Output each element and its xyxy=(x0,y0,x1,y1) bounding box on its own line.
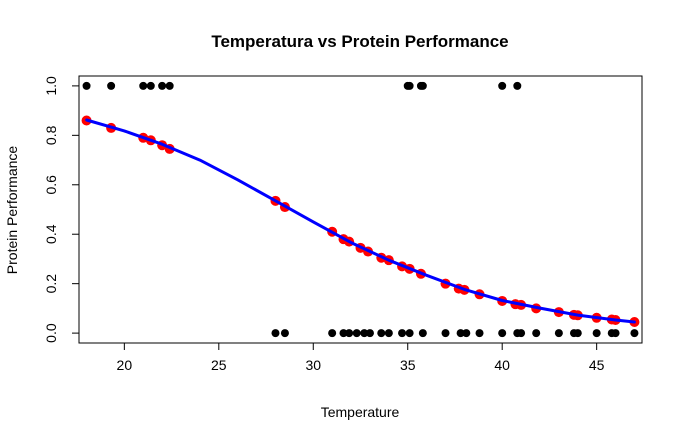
y-axis-label: Protein Performance xyxy=(4,146,20,275)
x-tick-label: 30 xyxy=(305,357,321,373)
observed-point xyxy=(352,329,361,338)
observed-point xyxy=(345,329,354,338)
observed-point xyxy=(418,329,427,338)
observed-point xyxy=(513,81,522,90)
chart-title: Temperatura vs Protein Performance xyxy=(211,32,508,51)
observed-point xyxy=(611,329,620,338)
x-axis: 20 25 30 35 40 45 xyxy=(117,342,605,373)
observed-point xyxy=(165,81,174,90)
observed-point xyxy=(517,329,526,338)
observed-point xyxy=(462,329,471,338)
fit-curve-group xyxy=(85,118,636,324)
observed-point xyxy=(573,329,582,338)
observed-point xyxy=(592,329,601,338)
x-tick-label: 20 xyxy=(117,357,133,373)
observed-point xyxy=(441,329,450,338)
observed-point xyxy=(398,329,407,338)
observed-point xyxy=(532,329,541,338)
observed-point xyxy=(405,329,414,338)
observed-point xyxy=(360,329,369,338)
observed-point xyxy=(498,81,507,90)
observed-point xyxy=(405,81,414,90)
observed-point xyxy=(339,329,348,338)
fit-curve-line xyxy=(85,118,636,324)
y-tick-label: 0.6 xyxy=(43,175,59,195)
x-tick-label: 25 xyxy=(211,357,227,373)
y-axis: 0.0 0.2 0.4 0.6 0.8 1.0 xyxy=(43,76,80,343)
observed-point xyxy=(475,329,484,338)
fitted-points xyxy=(81,115,640,327)
y-tick-label: 1.0 xyxy=(43,76,59,96)
observed-point xyxy=(377,329,386,338)
y-tick-label: 0.2 xyxy=(43,274,59,294)
x-tick-label: 40 xyxy=(494,357,510,373)
observed-point xyxy=(498,329,507,338)
observed-point xyxy=(328,329,337,338)
observed-point xyxy=(271,329,280,338)
x-axis-label: Temperature xyxy=(321,404,400,420)
observed-point xyxy=(139,81,148,90)
y-tick-label: 0.4 xyxy=(43,224,59,244)
observed-point xyxy=(630,329,639,338)
observed-point xyxy=(456,329,465,338)
observed-point xyxy=(554,329,563,338)
observed-point xyxy=(107,81,116,90)
x-tick-label: 45 xyxy=(589,357,605,373)
y-tick-label: 0.0 xyxy=(43,323,59,343)
observed-point xyxy=(158,81,167,90)
observed-point xyxy=(82,81,91,90)
observed-point xyxy=(280,329,289,338)
observed-point xyxy=(384,329,393,338)
observed-point xyxy=(146,81,155,90)
observed-point xyxy=(365,329,374,338)
observed-points xyxy=(82,81,639,338)
y-tick-label: 0.8 xyxy=(43,125,59,145)
x-tick-label: 35 xyxy=(400,357,416,373)
plot-frame xyxy=(78,75,643,344)
observed-point xyxy=(418,81,427,90)
